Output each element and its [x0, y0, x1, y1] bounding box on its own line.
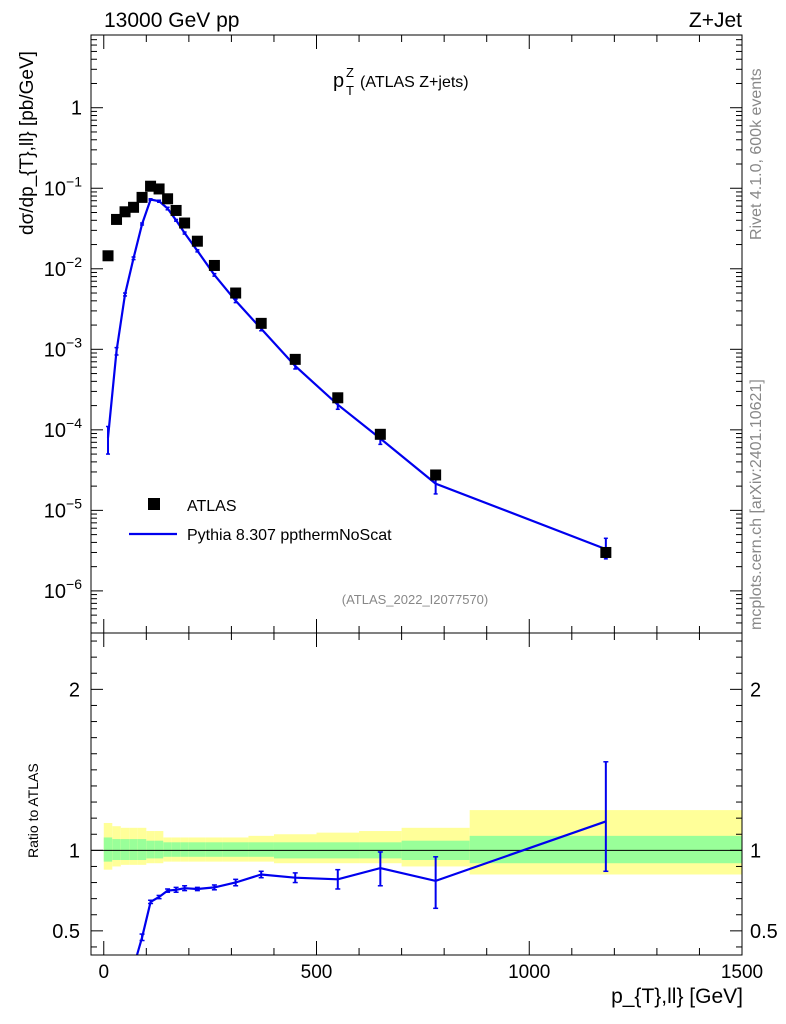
ratio-y-tick-label-right: 0.5: [750, 921, 778, 943]
x-tick-label: 1000: [508, 962, 550, 983]
ratio-inner-band: [180, 842, 189, 857]
atlas-data-points: [102, 180, 612, 558]
atlas-data-point: [191, 235, 203, 247]
main-panel: 1 10−1 10−2 10−3 10−4 10−5 10−6 p Z T (ATLAS Z…: [17, 34, 743, 634]
ratio-y-ticks: 0.5 0.5 1 1 2 2: [52, 640, 778, 948]
main-y-tick-label: 1: [71, 98, 82, 120]
legend-atlas-marker: [148, 498, 160, 510]
mc-error-bars: [106, 198, 608, 560]
ratio-inner-band: [146, 840, 155, 859]
atlas-data-point: [289, 353, 301, 365]
ratio-error-bars: [139, 761, 609, 942]
atlas-data-point: [153, 183, 165, 195]
atlas-data-point: [179, 217, 191, 229]
legend-atlas-label: ATLAS: [187, 498, 237, 515]
atlas-data-point: [102, 250, 114, 262]
main-y-tick-label: 10−4: [44, 415, 82, 442]
ratio-frame: [90, 632, 743, 956]
rivet-version-label: Rivet 4.1.0, 600k events: [748, 68, 765, 240]
ratio-series-line: [135, 820, 607, 956]
x-tick-label: 1500: [721, 962, 763, 983]
atlas-data-point: [162, 193, 174, 205]
plot-title-sup: Z: [346, 65, 354, 80]
ratio-inner-band: [188, 842, 206, 857]
atlas-data-point: [145, 180, 157, 192]
ratio-y-tick-label: 1: [69, 840, 80, 862]
ratio-y-tick-label-right: 1: [750, 840, 761, 862]
main-y-tick-label: 10−5: [44, 495, 82, 522]
ratio-inner-band: [222, 842, 249, 857]
main-y-tick-label: 10−1: [44, 173, 82, 200]
main-y-ticks: [91, 34, 742, 634]
atlas-data-point: [208, 259, 220, 271]
atlas-data-point: [332, 392, 344, 404]
main-y-axis-label: dσ/dp_{T},ll} [pb/GeV]: [17, 51, 38, 235]
analysis-id: (ATLAS_2022_I2077570): [342, 592, 488, 607]
process-label: Z+Jet: [689, 9, 742, 32]
ratio-inner-band: [205, 842, 223, 857]
atlas-data-point: [430, 469, 442, 481]
ratio-inner-band: [163, 842, 172, 857]
mcplots-label: mcplots.cern.ch [arXiv:2401.10621]: [748, 379, 765, 630]
ratio-panel: 0.5 0.5 1 1 2 2 0 500 1000 1500 Ratio to ATLAS p…: [25, 632, 778, 1008]
ratio-inner-band: [103, 837, 113, 862]
main-y-tick-label: 10−2: [44, 254, 82, 281]
ratio-inner-band: [120, 839, 130, 861]
atlas-data-point: [128, 201, 140, 213]
main-y-tick-label: 10−6: [44, 576, 82, 603]
ratio-y-tick-label: 2: [69, 679, 80, 701]
ratio-x-ticks: 0 500 1000 1500: [98, 633, 763, 983]
atlas-data-point: [111, 213, 123, 225]
atlas-data-point: [374, 428, 386, 440]
atlas-data-point: [230, 287, 242, 299]
ratio-inner-band: [112, 839, 121, 861]
ratio-uncertainty-bands: [103, 810, 742, 875]
main-x-ticks: [103, 35, 743, 633]
atlas-data-point: [255, 317, 267, 329]
plot-title-rest: (ATLAS Z+jets): [360, 74, 469, 91]
ratio-y-axis-label: Ratio to ATLAS: [25, 763, 41, 858]
main-y-tick-label: 10−3: [44, 334, 82, 361]
atlas-data-point: [600, 546, 612, 558]
ratio-inner-band: [154, 840, 164, 859]
atlas-data-point: [170, 204, 182, 216]
ratio-inner-band: [129, 839, 138, 861]
x-tick-label: 500: [301, 962, 333, 983]
main-y-tick-labels: 1 10−1 10−2 10−3 10−4 10−5 10−6: [44, 98, 82, 603]
ratio-inner-band: [137, 839, 147, 861]
plot-title-sub: T: [346, 83, 354, 98]
mc-series-line: [106, 198, 607, 551]
atlas-data-point: [119, 206, 131, 218]
ratio-y-tick-label-right: 2: [750, 679, 761, 701]
atlas-data-point: [136, 191, 148, 203]
x-tick-label: 0: [98, 962, 109, 983]
x-axis-label: p_{T},ll} [GeV]: [611, 985, 743, 1008]
ratio-y-tick-label: 0.5: [52, 921, 80, 943]
legend-mc-label: Pythia 8.307 ppthermNoScat: [187, 527, 392, 544]
collision-label: 13000 GeV pp: [104, 9, 239, 32]
plot-title: p: [333, 70, 344, 92]
ratio-inner-band: [248, 842, 274, 857]
legend: ATLAS Pythia 8.307 ppthermNoScat: [129, 498, 392, 544]
ratio-inner-band: [171, 842, 181, 857]
